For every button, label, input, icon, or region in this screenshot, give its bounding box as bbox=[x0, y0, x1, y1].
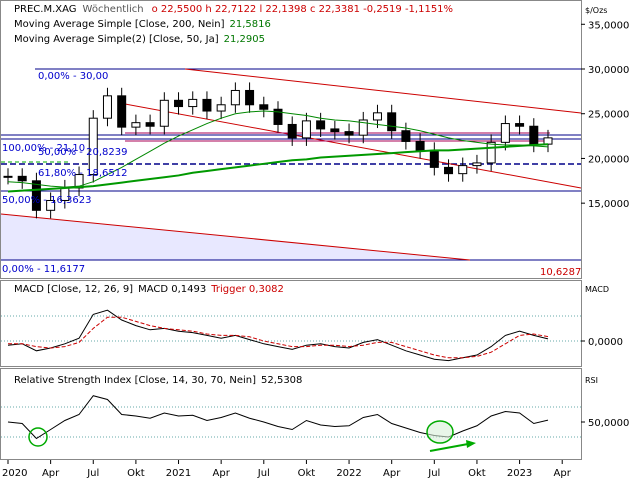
ohlc-readout: o 22,5500 h 22,7122 l 22,1398 c 22,3381 … bbox=[152, 4, 453, 15]
time-tick-label: Okt bbox=[298, 468, 316, 479]
price-tick-label: 25,0000 bbox=[588, 110, 629, 121]
fibo-label-618: 61,80% - 18,6512 bbox=[38, 168, 127, 179]
candle-body bbox=[372, 112, 382, 121]
candle-body bbox=[216, 104, 226, 112]
rsi-trend-arrow bbox=[429, 443, 469, 452]
rsi-tick-label: 50,0000 bbox=[588, 418, 629, 429]
macd-line bbox=[7, 309, 549, 362]
candle-body bbox=[500, 123, 510, 143]
fibo-label-50b: 50,00% - 16,3623 bbox=[2, 195, 91, 206]
macd-tick-label: 0,0000 bbox=[588, 337, 623, 348]
fibo-label-bottom: 0,00% - 11,6177 bbox=[2, 264, 85, 275]
time-tick-label: 2021 bbox=[166, 468, 191, 479]
candle-body bbox=[46, 199, 56, 211]
time-tick-label: 2023 bbox=[507, 468, 532, 479]
candle-body bbox=[444, 166, 454, 175]
candle-body bbox=[202, 98, 212, 112]
rsi-circle-marker-2 bbox=[426, 420, 454, 444]
candle-body bbox=[131, 122, 141, 128]
candle-body bbox=[358, 119, 368, 136]
candle-body bbox=[287, 123, 297, 139]
candle-body bbox=[301, 120, 311, 139]
price-tick-label: 35,0000 bbox=[588, 20, 629, 31]
candle-body bbox=[543, 137, 553, 145]
time-tick-label: 2022 bbox=[336, 468, 361, 479]
candle-body bbox=[486, 141, 496, 164]
ma200-line bbox=[7, 143, 549, 193]
candle-body bbox=[259, 104, 269, 110]
time-tick-label: Okt bbox=[468, 468, 486, 479]
candle-body bbox=[401, 130, 411, 142]
price-tick-label: 20,0000 bbox=[588, 154, 629, 165]
candle-body bbox=[429, 149, 439, 168]
candle-body bbox=[88, 117, 98, 176]
fibo-label-50: 50,00% - 20,8239 bbox=[38, 147, 127, 158]
candle-body bbox=[102, 95, 112, 119]
candle-body bbox=[31, 180, 41, 211]
bottom-channel-value: 10,6287 bbox=[540, 267, 581, 278]
time-tick-label: Apr bbox=[213, 468, 231, 479]
macd-axis: 0,0000 bbox=[581, 337, 623, 348]
candle-body bbox=[245, 89, 255, 106]
legend-ma50: Moving Average Simple(2) [Close, 50, Ja]… bbox=[14, 34, 265, 45]
rsi-legend: Relative Strength Index [Close, 14, 30, … bbox=[14, 375, 302, 386]
candle-body bbox=[188, 98, 198, 108]
candle-body bbox=[230, 89, 240, 106]
channel-lower bbox=[124, 103, 582, 189]
rsi-axis: 50,0000 bbox=[581, 418, 629, 429]
rsi-axis-unit: RSI bbox=[585, 376, 598, 385]
trigger-line bbox=[8, 316, 549, 359]
candle-body bbox=[159, 99, 169, 127]
ma50-line bbox=[7, 110, 549, 188]
fibo-label-top: 0,00% - 30,00 bbox=[38, 71, 108, 82]
chart-header: PREC.M.XAG Wöchentlich o 22,5500 h 22,7122… bbox=[14, 4, 453, 15]
rsi-arrow-head bbox=[466, 440, 476, 448]
rsi-panel bbox=[0, 368, 582, 460]
candle-body bbox=[330, 128, 340, 133]
time-axis: 2020 Apr Jul Okt 2021 Apr Jul Okt 2022 Apr Jul Okt 2… bbox=[2, 460, 572, 479]
candle-body bbox=[3, 175, 13, 178]
candle-body bbox=[472, 162, 482, 167]
time-tick-label: Jul bbox=[427, 468, 440, 479]
candle-body bbox=[458, 165, 468, 175]
channel-upper bbox=[184, 68, 582, 114]
time-tick-label: Jul bbox=[86, 468, 99, 479]
symbol: PREC.M.XAG bbox=[14, 4, 77, 15]
time-tick-label: Apr bbox=[383, 468, 401, 479]
candle-body bbox=[344, 131, 354, 136]
candle-body bbox=[529, 125, 539, 145]
candle-body bbox=[387, 112, 397, 132]
candle-body bbox=[316, 120, 326, 130]
time-tick-label: Apr bbox=[554, 468, 572, 479]
candle-body bbox=[415, 140, 425, 151]
interval: Wöchentlich bbox=[83, 4, 144, 15]
legend-ma200: Moving Average Simple [Close, 200, Nein]… bbox=[14, 19, 271, 30]
candle-body bbox=[515, 123, 525, 127]
time-tick-label: Okt bbox=[127, 468, 145, 479]
macd-axis-unit: MACD bbox=[585, 285, 609, 294]
candle-body bbox=[273, 108, 283, 125]
rsi-circle-marker-1 bbox=[28, 427, 48, 447]
candle-body bbox=[117, 95, 127, 128]
price-tick-label: 15,0000 bbox=[588, 199, 629, 210]
time-tick-label: 2020 bbox=[2, 468, 27, 479]
fibo-label-100: 100,00% - 21,10 bbox=[2, 143, 85, 154]
macd-legend: MACD [Close, 12, 26, 9] MACD 0,1493 Trigge… bbox=[14, 284, 284, 295]
price-tick-label: 30,0000 bbox=[588, 65, 629, 76]
macd-panel bbox=[0, 280, 582, 367]
time-tick-label: Apr bbox=[42, 468, 60, 479]
candle-body bbox=[145, 122, 155, 127]
channel-long bbox=[0, 213, 471, 261]
rsi-line bbox=[7, 395, 549, 440]
price-unit: $/Ozs bbox=[585, 6, 607, 15]
time-tick-label: Jul bbox=[257, 468, 270, 479]
candle-body bbox=[174, 99, 184, 108]
candle-body bbox=[17, 175, 27, 182]
price-axis: 15,0000 20,0000 25,0000 30,0000 35,0000 bbox=[581, 20, 629, 210]
